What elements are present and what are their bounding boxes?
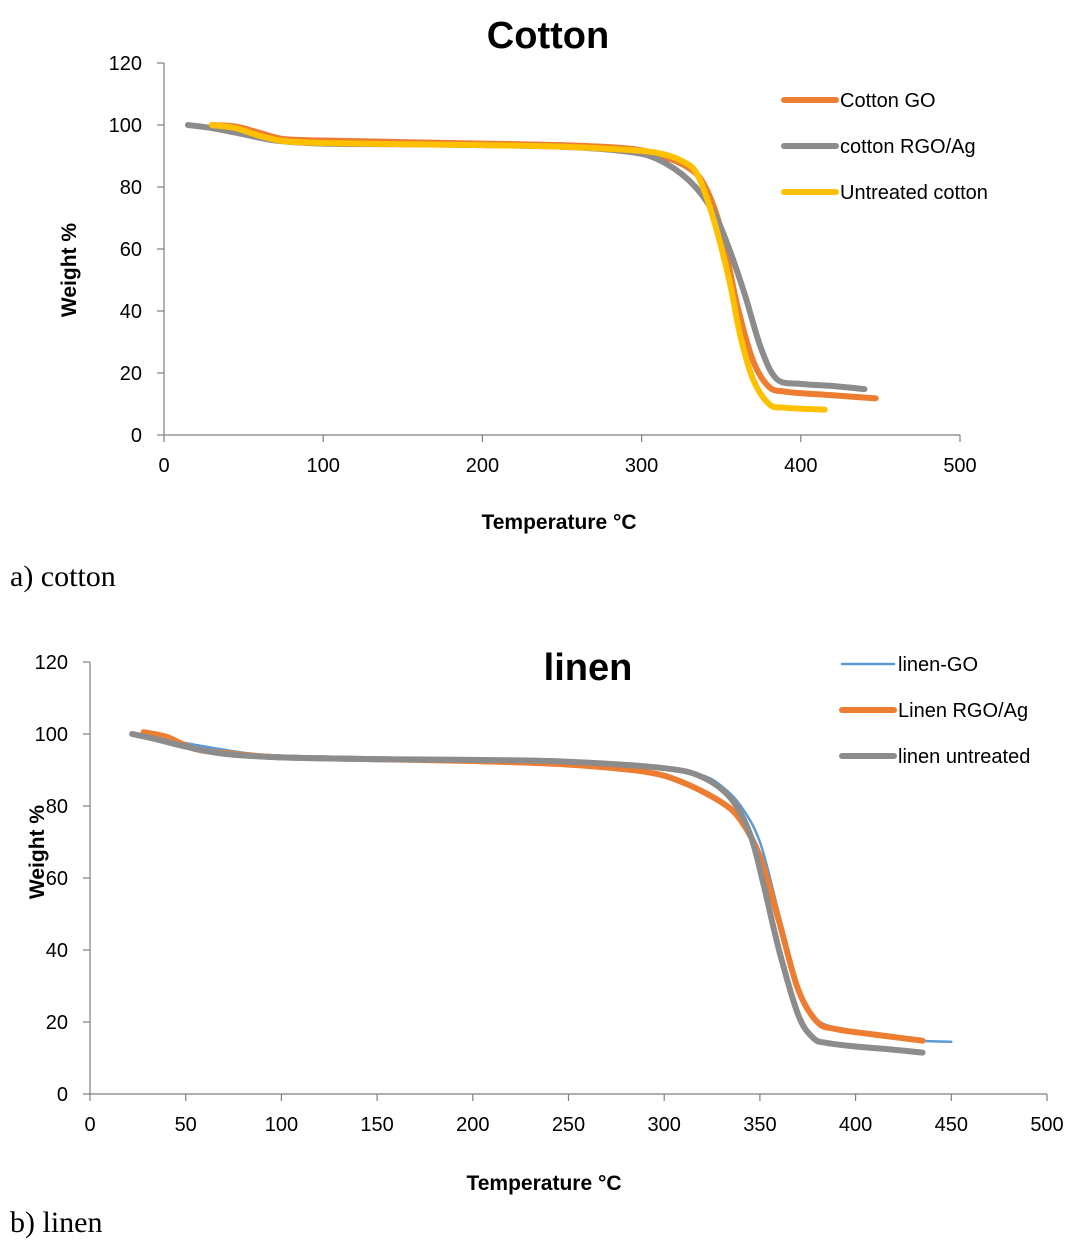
legend-label-linen-rgo-ag: Linen RGO/Ag [898, 700, 1028, 722]
cotton-chart: 0 20 40 60 80 100 120 0 100 200 300 400 500 Cotton Tem… [58, 15, 988, 534]
x-tick-label: 250 [552, 1114, 585, 1136]
x-axis-title: Temperature °C [466, 1172, 621, 1195]
y-tick-label: 20 [46, 1012, 68, 1034]
x-tick-label: 50 [175, 1114, 197, 1136]
series-line-linen-go [130, 732, 953, 1044]
legend-label-cotton-rgo-ag: cotton RGO/Ag [840, 136, 976, 158]
y-tick-label: 20 [120, 363, 142, 385]
x-tick-label: 350 [743, 1114, 776, 1136]
x-tick-label: 450 [935, 1114, 968, 1136]
series-line-linen-untreated [129, 731, 926, 1056]
x-tick-label: 200 [466, 455, 499, 477]
y-tick-label: 80 [120, 177, 142, 199]
y-tick-label: 120 [109, 53, 142, 75]
x-tick-label: 0 [158, 455, 169, 477]
x-tick-label: 100 [265, 1114, 298, 1136]
y-tick-label: 0 [57, 1084, 68, 1106]
x-tick-label: 300 [625, 455, 658, 477]
linen-chart: 0 20 40 60 80 100 120 0 50 100 150 200 250 300 350 400 4… [26, 647, 1064, 1195]
y-axis-title: Weight % [58, 223, 81, 317]
x-tick-label: 200 [456, 1114, 489, 1136]
y-tick-label: 60 [46, 868, 68, 890]
legend-label-untreated-cotton: Untreated cotton [840, 182, 988, 204]
series-line-cotton-go [208, 122, 879, 402]
x-tick-label: 500 [943, 455, 976, 477]
cotton-chart-panel: 0 20 40 60 80 100 120 0 100 200 300 400 500 Cotton Tem… [0, 0, 1070, 565]
y-axis-title: Weight % [26, 805, 49, 899]
series-line-cotton-rgo-ag [184, 122, 868, 393]
x-tick-label: 500 [1030, 1114, 1063, 1136]
series-line-untreated-cotton [208, 122, 828, 413]
x-tick-label: 100 [307, 455, 340, 477]
y-tick-label: 80 [46, 796, 68, 818]
y-tick-label: 100 [35, 724, 68, 746]
legend-label-linen-untreated: linen untreated [898, 746, 1030, 768]
legend-label-cotton-go: Cotton GO [840, 90, 936, 112]
x-tick-label: 300 [648, 1114, 681, 1136]
x-tick-label: 400 [839, 1114, 872, 1136]
x-axis-title: Temperature °C [481, 511, 636, 534]
y-tick-label: 40 [46, 940, 68, 962]
linen-caption: b) linen [10, 1206, 103, 1239]
y-tick-label: 100 [109, 115, 142, 137]
cotton-chart-title: Cotton [487, 15, 609, 57]
y-tick-label: 0 [131, 425, 142, 447]
x-tick-label: 150 [360, 1114, 393, 1136]
y-tick-label: 60 [120, 239, 142, 261]
legend-label-linen-go: linen-GO [898, 654, 978, 676]
y-tick-label: 120 [35, 652, 68, 674]
linen-chart-title: linen [544, 647, 633, 689]
cotton-caption: a) cotton [10, 560, 116, 593]
x-tick-label: 0 [84, 1114, 95, 1136]
y-tick-label: 40 [120, 301, 142, 323]
series-line-linen-rgo-ag [140, 729, 926, 1044]
linen-chart-panel: 0 20 40 60 80 100 120 0 50 100 150 200 250 300 350 400 4… [0, 620, 1070, 1205]
x-tick-label: 400 [784, 455, 817, 477]
